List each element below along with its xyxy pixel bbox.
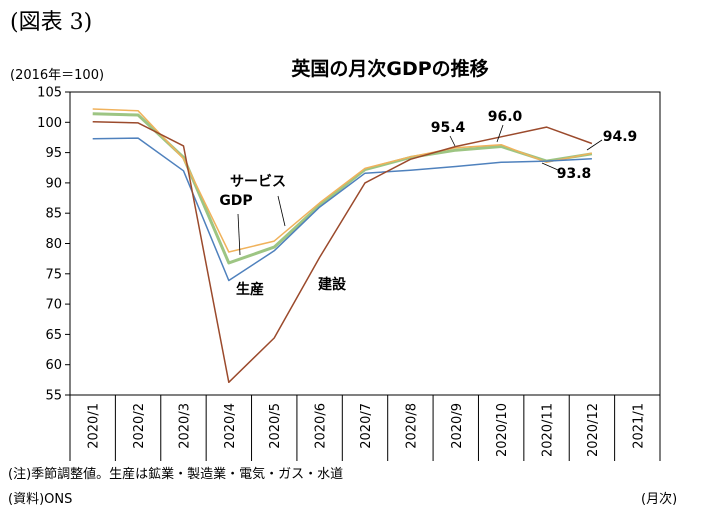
x-unit-label: (月次) — [641, 492, 678, 507]
x-tick-label: 2020/12 — [586, 403, 601, 457]
chart-title: 英国の月次GDPの推移 — [291, 58, 489, 80]
y-tick-label: 60 — [45, 358, 62, 373]
x-tick-label: 2020/11 — [541, 403, 556, 457]
y-tick-label: 70 — [45, 298, 62, 313]
annotation-leader — [586, 139, 603, 151]
x-tick-label: 2020/1 — [87, 403, 102, 449]
x-tick-label: 2020/4 — [223, 403, 238, 449]
plot-frame — [69, 91, 661, 396]
y-tick-label: 100 — [37, 116, 62, 131]
x-tick-label: 2020/6 — [314, 403, 329, 449]
annotation-leader — [496, 124, 504, 143]
figure-label: (図表 3) — [10, 10, 93, 35]
x-tick-label: 2020/7 — [359, 403, 374, 449]
series-label: 建設 — [318, 276, 347, 293]
annotation-leader — [449, 135, 456, 147]
annotation-leader — [541, 162, 559, 171]
x-tick-label: 2020/10 — [495, 403, 510, 457]
y-tick-label: 95 — [45, 146, 62, 161]
series-label-leader — [277, 195, 286, 227]
source-label: (資料)ONS — [8, 492, 73, 507]
series-line-GDP — [92, 112, 593, 265]
series-label: サービス — [230, 174, 286, 190]
x-tick-label: 2020/9 — [450, 403, 465, 449]
value-annotation: 93.8 — [557, 166, 592, 182]
y-tick-label: 80 — [45, 237, 62, 252]
x-tick-label: 2021/1 — [631, 403, 646, 449]
x-tick-label: 2020/8 — [404, 403, 419, 449]
y-tick-label: 105 — [37, 86, 62, 101]
series-label: GDP — [219, 193, 252, 209]
x-tick-label: 2020/2 — [132, 403, 147, 449]
x-tick-label: 2020/5 — [268, 403, 283, 449]
y-unit-label: (2016年＝100) — [10, 68, 105, 83]
series-line-建設 — [92, 120, 593, 384]
series-line-サービス — [92, 108, 593, 253]
footnote: (注)季節調整値。生産は鉱業・製造業・電気・ガス・水道 — [8, 467, 344, 482]
y-tick-label: 65 — [45, 328, 62, 343]
y-tick-label: 55 — [45, 389, 62, 404]
x-tick-label: 2020/3 — [177, 403, 192, 449]
y-tick-label: 75 — [45, 267, 62, 282]
y-tick-label: 85 — [45, 207, 62, 222]
value-annotation: 95.4 — [431, 120, 466, 136]
y-tick-label: 90 — [45, 176, 62, 191]
value-annotation: 94.9 — [603, 129, 638, 145]
series-line-生産 — [92, 137, 592, 282]
series-label-leader — [237, 213, 241, 256]
series-label: 生産 — [236, 281, 264, 298]
value-annotation: 96.0 — [488, 109, 523, 125]
